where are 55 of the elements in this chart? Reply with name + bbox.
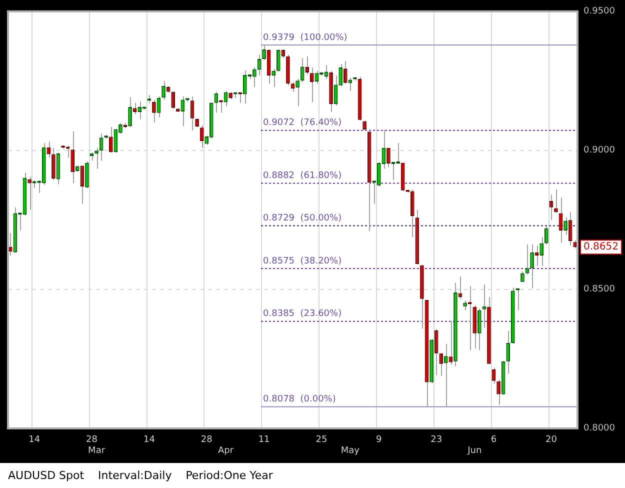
x-tick-label: 9 (376, 435, 382, 446)
candlestick (262, 44, 266, 60)
candlestick (463, 300, 467, 311)
x-tick-label: 28 (86, 435, 98, 446)
candlestick (439, 352, 444, 376)
ref-line-label: 0.8575 (38.20%) (263, 256, 342, 266)
ref-line-label: 0.9072 (76.40%) (263, 118, 342, 128)
candlestick (128, 96, 132, 128)
candlestick (305, 56, 310, 75)
candlestick (171, 91, 176, 110)
ref-line-label: 0.8385 (23.60%) (263, 309, 342, 320)
x-tick-label: 14 (28, 435, 40, 446)
x-tick-label: Jun (466, 446, 482, 456)
x-tick-label: 6 (490, 435, 497, 446)
candlestick (162, 80, 166, 100)
x-tick-label: 11 (258, 435, 270, 446)
annotation: 0.8652 (584, 242, 619, 253)
candlestick (530, 244, 534, 289)
x-tick-label: Apr (218, 446, 234, 456)
ref-line-label: 0.8882 (61.80%) (263, 171, 342, 182)
candlestick (554, 189, 558, 214)
candlestick (564, 216, 568, 236)
x-tick-label: Mar (88, 446, 106, 456)
candlestick (506, 330, 510, 374)
y-tick-label: 0.8500 (584, 284, 616, 295)
ref-line-label: 0.8729 (50.00%) (263, 214, 342, 224)
candlestick (444, 343, 448, 407)
candlestick (362, 120, 366, 131)
x-tick-label: 28 (200, 435, 213, 446)
x-tick-label: 23 (430, 435, 442, 446)
ref-line-label: 0.9379 (100.00%) (263, 32, 348, 43)
x-tick-label: May (340, 446, 360, 456)
candlestick (310, 67, 314, 103)
candlestick (85, 161, 89, 189)
ref-line-label: 0.8078 (0.00%) (263, 394, 336, 405)
y-tick-label: 0.9000 (584, 146, 616, 156)
y-tick-label: 0.8000 (584, 424, 616, 434)
candlestick (477, 308, 482, 351)
text: AUDUSD Spot Interval:Daily Period:One Year (8, 468, 274, 482)
candlestick (108, 126, 113, 154)
candlestick (52, 147, 56, 181)
candlestick (152, 99, 156, 123)
candlestick (410, 189, 414, 238)
y-tick-label: 0.9500 (584, 6, 616, 17)
candlestick (338, 63, 343, 87)
candlestick (496, 379, 500, 406)
candlestick (386, 147, 390, 168)
x-tick-label: 20 (545, 435, 558, 446)
candlestick (343, 60, 348, 84)
candlestick (70, 130, 75, 184)
candlestick (391, 162, 396, 181)
x-tick-label: 25 (316, 435, 328, 446)
candlestick (138, 100, 142, 120)
x-tick-label: 14 (143, 435, 156, 446)
candlestick (8, 232, 12, 256)
